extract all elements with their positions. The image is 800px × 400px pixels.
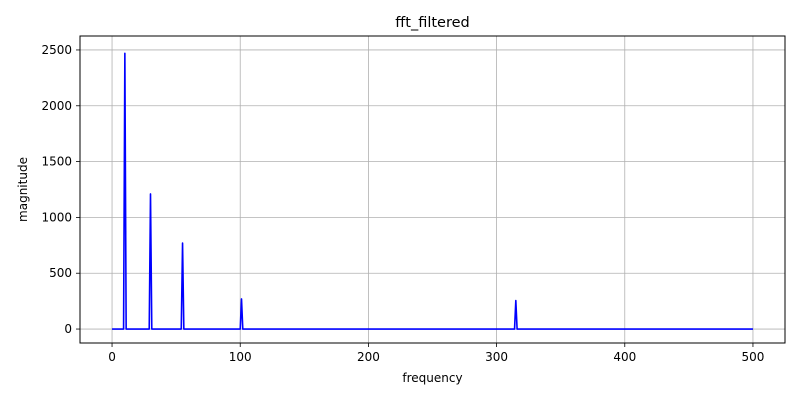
y-tick-label: 2000 [41, 99, 72, 113]
plot-frame [79, 35, 786, 344]
x-tick-label: 300 [485, 350, 508, 364]
ticks: 0 100 200 300 400 500 0 500 1000 1500 2000 2500 [41, 43, 764, 364]
x-tick-label: 500 [742, 350, 765, 364]
y-tick-label: 2500 [41, 43, 72, 57]
y-tick-label: 1500 [41, 155, 72, 169]
chart-title: fft_filtered [395, 15, 469, 31]
x-tick-label: 0 [108, 350, 116, 364]
x-tick-label: 100 [229, 350, 252, 364]
series-layer [112, 52, 753, 330]
series-line [112, 52, 753, 330]
x-tick-label: 200 [357, 350, 380, 364]
x-axis-label: frequency [402, 371, 462, 385]
y-tick-label: 500 [49, 266, 72, 280]
x-tick-label: 400 [613, 350, 636, 364]
grid [80, 36, 785, 343]
y-tick-label: 1000 [41, 210, 72, 224]
y-axis-label: magnitude [16, 157, 30, 222]
y-tick-label: 0 [64, 322, 72, 336]
